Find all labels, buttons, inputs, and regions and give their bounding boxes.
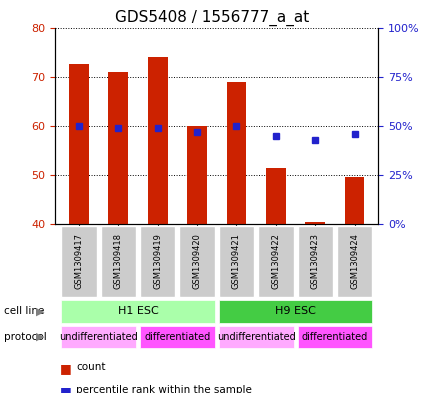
Bar — [187, 126, 207, 224]
Text: GSM1309418: GSM1309418 — [114, 233, 123, 289]
Bar — [227, 82, 246, 224]
Text: ■: ■ — [60, 385, 71, 393]
FancyBboxPatch shape — [298, 226, 333, 297]
FancyBboxPatch shape — [61, 300, 215, 323]
Text: GSM1309422: GSM1309422 — [271, 233, 280, 289]
Text: GDS5408 / 1556777_a_at: GDS5408 / 1556777_a_at — [115, 10, 310, 26]
Text: cell line: cell line — [4, 307, 45, 316]
FancyBboxPatch shape — [219, 300, 372, 323]
Text: differentiated: differentiated — [302, 332, 368, 342]
Text: count: count — [76, 362, 106, 371]
Bar — [306, 222, 325, 224]
Text: ▶: ▶ — [36, 332, 45, 342]
Text: ▶: ▶ — [36, 307, 45, 316]
Bar — [108, 72, 128, 224]
Text: protocol: protocol — [4, 332, 47, 342]
Bar — [266, 167, 286, 224]
Text: H1 ESC: H1 ESC — [118, 307, 159, 316]
Text: undifferentiated: undifferentiated — [59, 332, 138, 342]
Bar — [69, 64, 89, 224]
Text: GSM1309417: GSM1309417 — [74, 233, 83, 289]
Text: GSM1309419: GSM1309419 — [153, 233, 162, 289]
FancyBboxPatch shape — [298, 325, 372, 349]
FancyBboxPatch shape — [101, 226, 136, 297]
Text: GSM1309424: GSM1309424 — [350, 233, 359, 289]
FancyBboxPatch shape — [140, 226, 176, 297]
FancyBboxPatch shape — [219, 325, 294, 349]
FancyBboxPatch shape — [258, 226, 294, 297]
Bar — [345, 177, 365, 224]
Text: H9 ESC: H9 ESC — [275, 307, 316, 316]
Text: differentiated: differentiated — [144, 332, 210, 342]
Text: GSM1309421: GSM1309421 — [232, 233, 241, 289]
FancyBboxPatch shape — [61, 226, 96, 297]
Bar — [148, 57, 167, 224]
Text: percentile rank within the sample: percentile rank within the sample — [76, 385, 252, 393]
Text: ■: ■ — [60, 362, 71, 375]
FancyBboxPatch shape — [61, 325, 136, 349]
Text: GSM1309420: GSM1309420 — [193, 233, 201, 289]
FancyBboxPatch shape — [219, 226, 254, 297]
FancyBboxPatch shape — [337, 226, 372, 297]
Text: GSM1309423: GSM1309423 — [311, 233, 320, 289]
FancyBboxPatch shape — [179, 226, 215, 297]
Text: undifferentiated: undifferentiated — [217, 332, 295, 342]
FancyBboxPatch shape — [140, 325, 215, 349]
